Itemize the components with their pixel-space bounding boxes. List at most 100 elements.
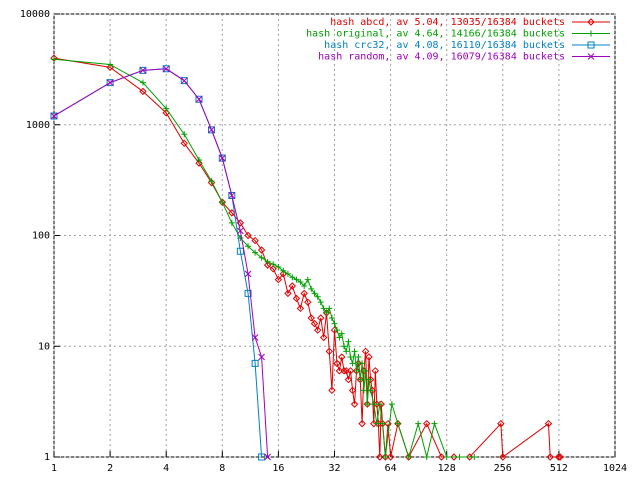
legend-marker: [587, 53, 595, 60]
marker: [423, 454, 430, 460]
marker: [288, 282, 297, 290]
marker: [554, 453, 563, 461]
marker: [300, 289, 308, 298]
x-tick-label: 64: [385, 463, 397, 474]
marker: [376, 453, 384, 461]
marker: [382, 454, 389, 460]
marker: [319, 333, 328, 342]
marker: [258, 353, 265, 361]
marker: [106, 63, 114, 72]
marker: [293, 276, 300, 283]
legend-marker: [587, 41, 595, 49]
marker: [317, 299, 324, 306]
marker: [264, 258, 271, 265]
x-tick-label: 512: [550, 463, 568, 474]
marker: [244, 270, 252, 278]
marker: [251, 334, 259, 341]
marker: [139, 87, 147, 96]
legend-label: hash random, av 4.09, 16079/16384 bucket…: [318, 52, 565, 63]
marker: [313, 326, 322, 334]
marker: [338, 353, 346, 361]
marker: [325, 347, 333, 356]
marker: [218, 154, 226, 162]
marker: [180, 77, 188, 85]
marker: [258, 254, 265, 261]
marker: [139, 79, 146, 86]
marker: [343, 348, 350, 355]
marker: [50, 112, 58, 120]
marker: [348, 386, 357, 395]
marker: [237, 227, 244, 235]
marker: [323, 309, 330, 316]
marker: [499, 453, 507, 461]
x-tick-label: 128: [438, 463, 456, 474]
y-tick-label: 1: [44, 452, 50, 463]
marker: [51, 56, 57, 63]
marker: [456, 454, 463, 460]
x-tick-label: 8: [219, 463, 225, 474]
marker: [497, 419, 505, 428]
marker: [208, 126, 215, 134]
marker: [274, 275, 283, 284]
marker: [252, 249, 259, 256]
marker: [371, 367, 380, 375]
marker: [270, 261, 277, 268]
marker: [365, 376, 372, 383]
marker: [320, 305, 327, 312]
marker: [228, 219, 235, 226]
marker: [284, 270, 291, 277]
marker: [352, 367, 361, 375]
series-line: [53, 68, 269, 458]
marker: [354, 359, 363, 368]
marker: [556, 453, 564, 461]
marker: [338, 330, 345, 337]
marker: [336, 334, 343, 341]
marker: [373, 420, 380, 427]
marker: [340, 367, 348, 375]
marker: [195, 159, 203, 167]
marker: [379, 420, 386, 427]
marker: [405, 454, 412, 460]
marker: [341, 343, 348, 350]
marker: [245, 243, 252, 250]
y-tick-label: 1000: [26, 120, 50, 131]
marker: [359, 360, 366, 367]
legend-marker: [587, 18, 595, 26]
marker: [310, 319, 319, 328]
marker: [386, 453, 395, 461]
marker: [207, 178, 216, 187]
marker: [328, 386, 336, 395]
marker: [471, 454, 478, 460]
marker: [284, 289, 292, 298]
marker: [139, 66, 147, 74]
marker: [307, 314, 315, 322]
marker: [251, 359, 259, 367]
marker: [423, 419, 431, 428]
marker: [326, 305, 333, 312]
x-tick-label: 32: [328, 463, 340, 474]
y-tick-label: 10000: [20, 9, 50, 20]
marker: [443, 454, 450, 460]
marker: [546, 453, 554, 461]
marker: [361, 347, 370, 356]
marker: [355, 353, 362, 360]
marker: [228, 209, 236, 217]
marker: [431, 420, 438, 427]
legend-label: hash crc32, av 4.08, 16110/16384 buckets: [324, 40, 565, 51]
marker: [269, 265, 277, 273]
marker: [289, 274, 296, 281]
marker: [437, 453, 446, 461]
marker: [367, 387, 374, 394]
x-tick-label: 256: [494, 463, 512, 474]
marker: [304, 298, 312, 306]
marker: [280, 267, 287, 274]
y-tick-label: 10: [38, 341, 50, 352]
marker: [415, 420, 422, 427]
marker: [263, 261, 272, 269]
marker: [196, 157, 203, 164]
marker: [345, 338, 352, 345]
marker: [333, 327, 340, 334]
marker: [377, 400, 385, 408]
marker: [364, 401, 371, 408]
marker: [388, 401, 395, 408]
